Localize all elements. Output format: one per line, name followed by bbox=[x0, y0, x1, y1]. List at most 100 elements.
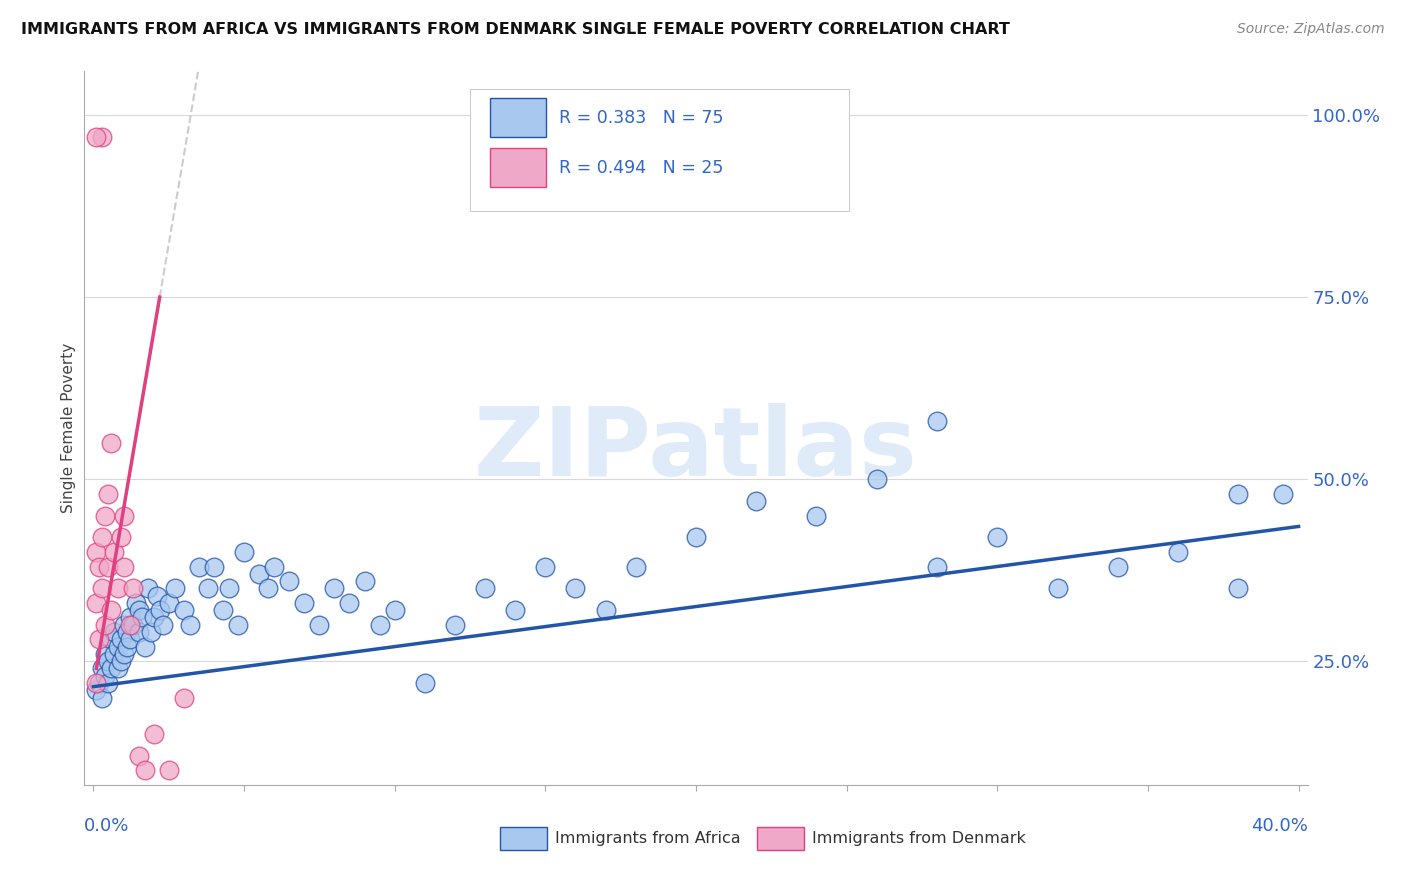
Point bbox=[91, 129, 114, 144]
Point bbox=[112, 559, 135, 574]
FancyBboxPatch shape bbox=[501, 827, 547, 850]
Point bbox=[86, 596, 108, 610]
Point bbox=[112, 617, 135, 632]
Text: 0.0%: 0.0% bbox=[84, 817, 129, 835]
Point bbox=[197, 582, 219, 596]
Point bbox=[1107, 559, 1129, 574]
Point bbox=[173, 690, 195, 705]
Point bbox=[163, 582, 186, 596]
Point bbox=[110, 654, 132, 668]
Point bbox=[1167, 545, 1189, 559]
Point bbox=[745, 494, 768, 508]
Point bbox=[118, 617, 141, 632]
Point bbox=[94, 669, 117, 683]
Point bbox=[503, 603, 526, 617]
Point bbox=[97, 676, 120, 690]
Point bbox=[384, 603, 406, 617]
Point bbox=[86, 545, 108, 559]
Point bbox=[564, 582, 586, 596]
Text: Immigrants from Denmark: Immigrants from Denmark bbox=[813, 831, 1026, 846]
Point bbox=[86, 129, 108, 144]
Point bbox=[97, 486, 120, 500]
Point bbox=[124, 596, 146, 610]
Point bbox=[806, 508, 828, 523]
Point bbox=[100, 632, 122, 647]
Point bbox=[1227, 582, 1250, 596]
Point bbox=[86, 676, 108, 690]
Point bbox=[91, 690, 114, 705]
Text: R = 0.494   N = 25: R = 0.494 N = 25 bbox=[560, 159, 723, 177]
Point bbox=[97, 559, 120, 574]
Point bbox=[595, 603, 617, 617]
Point bbox=[134, 640, 156, 654]
Point bbox=[1227, 486, 1250, 500]
Point bbox=[110, 530, 132, 544]
Text: 40.0%: 40.0% bbox=[1251, 817, 1308, 835]
Point bbox=[107, 640, 129, 654]
Point bbox=[474, 582, 496, 596]
Point bbox=[624, 559, 647, 574]
Point bbox=[212, 603, 235, 617]
Point bbox=[94, 617, 117, 632]
Point bbox=[89, 559, 111, 574]
Point bbox=[1046, 582, 1069, 596]
Point bbox=[444, 617, 467, 632]
Point bbox=[103, 545, 125, 559]
Point bbox=[118, 632, 141, 647]
Point bbox=[142, 727, 165, 741]
Point bbox=[97, 654, 120, 668]
Point bbox=[278, 574, 301, 588]
Point bbox=[157, 596, 180, 610]
FancyBboxPatch shape bbox=[470, 89, 849, 211]
FancyBboxPatch shape bbox=[758, 827, 804, 850]
Point bbox=[121, 582, 143, 596]
Point bbox=[91, 530, 114, 544]
Y-axis label: Single Female Poverty: Single Female Poverty bbox=[60, 343, 76, 513]
Point bbox=[202, 559, 225, 574]
Text: Immigrants from Africa: Immigrants from Africa bbox=[555, 831, 741, 846]
Point bbox=[100, 661, 122, 675]
Point bbox=[115, 625, 138, 640]
Point bbox=[368, 617, 391, 632]
Point bbox=[107, 582, 129, 596]
Point bbox=[134, 764, 156, 778]
Point bbox=[1272, 486, 1295, 500]
Point bbox=[103, 647, 125, 661]
Point bbox=[100, 603, 122, 617]
Point bbox=[218, 582, 240, 596]
Point bbox=[89, 676, 111, 690]
Point bbox=[94, 647, 117, 661]
Point bbox=[925, 559, 948, 574]
Point bbox=[136, 582, 159, 596]
Point bbox=[128, 603, 150, 617]
Point bbox=[308, 617, 330, 632]
Point bbox=[112, 508, 135, 523]
Point bbox=[986, 530, 1008, 544]
Point bbox=[112, 647, 135, 661]
FancyBboxPatch shape bbox=[491, 148, 546, 187]
Point bbox=[323, 582, 346, 596]
Point bbox=[339, 596, 361, 610]
Point bbox=[128, 625, 150, 640]
Point bbox=[100, 435, 122, 450]
Point bbox=[91, 661, 114, 675]
Point bbox=[187, 559, 209, 574]
Point bbox=[115, 640, 138, 654]
Point bbox=[534, 559, 557, 574]
Text: R = 0.383   N = 75: R = 0.383 N = 75 bbox=[560, 109, 724, 127]
Point bbox=[107, 661, 129, 675]
Point bbox=[233, 545, 256, 559]
Point bbox=[292, 596, 315, 610]
Point bbox=[685, 530, 707, 544]
Point bbox=[179, 617, 201, 632]
Point bbox=[226, 617, 249, 632]
Point bbox=[118, 610, 141, 624]
Point bbox=[91, 582, 114, 596]
Point bbox=[173, 603, 195, 617]
Point bbox=[413, 676, 436, 690]
FancyBboxPatch shape bbox=[491, 98, 546, 137]
Point bbox=[257, 582, 280, 596]
Point bbox=[866, 472, 889, 486]
Point bbox=[128, 748, 150, 763]
Point bbox=[94, 508, 117, 523]
